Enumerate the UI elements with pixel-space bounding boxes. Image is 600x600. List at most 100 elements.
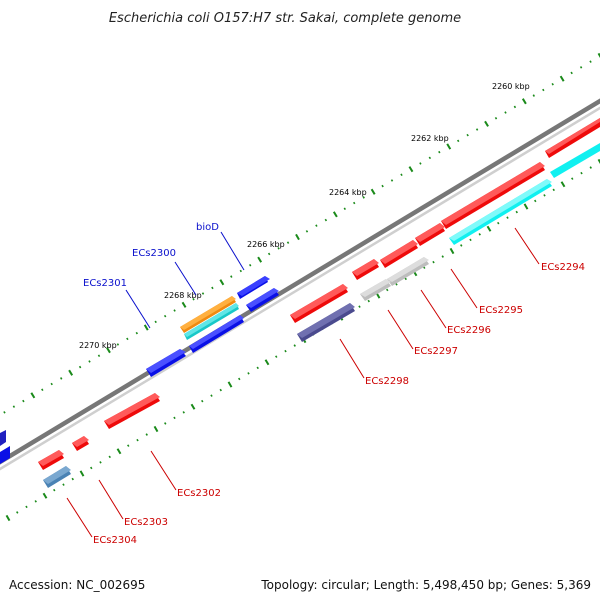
label-ECs2300[interactable]: ECs2300 bbox=[132, 248, 176, 259]
minor-tick bbox=[324, 218, 328, 222]
minor-tick bbox=[315, 224, 318, 227]
gene-labels: bioD ECs2300 ECs2301 ECs2294 ECs2295 ECs… bbox=[83, 222, 585, 546]
minor-tick bbox=[135, 331, 138, 335]
minor-tick bbox=[551, 82, 554, 86]
major-tick bbox=[332, 211, 338, 218]
minor-tick bbox=[534, 199, 537, 203]
label-ECs2302[interactable]: ECs2302 bbox=[177, 488, 221, 499]
minor-tick bbox=[219, 388, 222, 392]
minor-tick bbox=[12, 405, 16, 408]
minor-tick bbox=[457, 139, 460, 143]
minor-tick bbox=[201, 399, 204, 403]
label-ECs2297[interactable]: ECs2297 bbox=[414, 346, 458, 357]
minor-tick bbox=[3, 411, 6, 414]
minor-tick bbox=[41, 388, 44, 392]
minor-tick bbox=[419, 162, 422, 165]
genome-backbone bbox=[0, 98, 600, 471]
label-ECs2296[interactable]: ECs2296 bbox=[447, 325, 491, 336]
minor-tick bbox=[469, 238, 472, 242]
minor-tick bbox=[367, 299, 370, 303]
gene-ECs2301[interactable] bbox=[146, 349, 186, 377]
minor-tick bbox=[571, 177, 574, 180]
minor-tick bbox=[16, 511, 19, 514]
major-tick bbox=[523, 203, 529, 210]
gene-ECs2295[interactable] bbox=[415, 223, 445, 246]
minor-tick bbox=[230, 275, 233, 278]
minor-tick bbox=[201, 292, 205, 295]
label-bioD[interactable]: bioD bbox=[196, 222, 219, 233]
minor-tick bbox=[62, 483, 65, 486]
scale-label-2260: 2260 kbp bbox=[492, 82, 530, 91]
minor-tick bbox=[460, 244, 463, 247]
minor-tick bbox=[423, 266, 426, 269]
minor-tick bbox=[127, 444, 130, 447]
minor-tick bbox=[570, 71, 573, 75]
genome-summary-text: Topology: circular; Length: 5,498,450 bp… bbox=[261, 578, 591, 592]
gene-ECs2296[interactable] bbox=[380, 240, 429, 286]
forward-strand-features bbox=[0, 276, 279, 464]
gene-ECs2304[interactable] bbox=[38, 450, 71, 488]
label-ECs2295[interactable]: ECs2295 bbox=[479, 305, 523, 316]
major-tick bbox=[484, 120, 489, 127]
minor-tick bbox=[22, 399, 25, 403]
minor-tick bbox=[277, 247, 280, 250]
minor-tick bbox=[395, 283, 398, 286]
minor-tick bbox=[580, 171, 583, 175]
minor-tick bbox=[438, 150, 441, 154]
major-tick bbox=[143, 324, 149, 331]
minor-tick bbox=[358, 305, 361, 308]
accession-text: Accession: NC_002695 bbox=[9, 578, 146, 592]
minor-tick bbox=[173, 309, 176, 312]
major-tick bbox=[559, 75, 565, 82]
label-ECs2304[interactable]: ECs2304 bbox=[93, 535, 137, 546]
major-tick bbox=[521, 98, 527, 105]
minor-tick bbox=[247, 372, 250, 375]
gene-ECs2294[interactable] bbox=[441, 118, 600, 245]
minor-tick bbox=[589, 60, 592, 63]
gene-ECs2297[interactable] bbox=[352, 259, 391, 301]
minor-tick bbox=[404, 277, 407, 281]
minor-tick bbox=[78, 365, 82, 369]
minor-tick bbox=[390, 179, 394, 182]
label-ECs2294[interactable]: ECs2294 bbox=[541, 262, 585, 273]
label-ECs2301[interactable]: ECs2301 bbox=[83, 278, 127, 289]
minor-tick bbox=[71, 477, 74, 481]
major-tick bbox=[408, 166, 414, 173]
minor-tick bbox=[513, 105, 517, 109]
minor-tick bbox=[305, 230, 309, 233]
label-ECs2298[interactable]: ECs2298 bbox=[365, 376, 409, 387]
leader-lines bbox=[66, 227, 540, 538]
minor-tick bbox=[504, 111, 507, 114]
gene-partial-left-forward[interactable] bbox=[0, 430, 10, 464]
minor-tick bbox=[552, 188, 555, 192]
reverse-strand-features bbox=[38, 118, 600, 488]
minor-tick bbox=[53, 488, 56, 492]
gene-bioD[interactable] bbox=[237, 276, 279, 312]
minor-tick bbox=[478, 233, 481, 236]
major-tick bbox=[30, 392, 36, 399]
scale-label-2262: 2262 kbp bbox=[411, 134, 449, 143]
minor-tick bbox=[239, 269, 242, 273]
minor-tick bbox=[164, 422, 167, 425]
minor-tick bbox=[163, 314, 167, 318]
minor-tick bbox=[97, 354, 101, 358]
major-tick bbox=[370, 188, 376, 195]
scale-label-2268: 2268 kbp bbox=[164, 291, 202, 300]
minor-tick bbox=[494, 116, 498, 120]
minor-tick bbox=[60, 377, 63, 380]
minor-tick bbox=[381, 184, 384, 188]
gene-ECs2298[interactable] bbox=[290, 284, 355, 342]
label-ECs2303[interactable]: ECs2303 bbox=[124, 517, 168, 528]
minor-tick bbox=[579, 66, 583, 69]
minor-tick bbox=[34, 500, 37, 503]
minor-tick bbox=[173, 416, 176, 420]
gene-ECs2303[interactable] bbox=[72, 436, 89, 451]
minor-tick bbox=[343, 207, 346, 211]
gene-ECs2302[interactable] bbox=[104, 393, 160, 429]
minor-tick bbox=[542, 88, 545, 92]
major-tick bbox=[560, 181, 566, 188]
gene-ECs2300[interactable] bbox=[180, 296, 244, 353]
minor-tick bbox=[515, 210, 518, 214]
minor-tick bbox=[589, 166, 592, 169]
